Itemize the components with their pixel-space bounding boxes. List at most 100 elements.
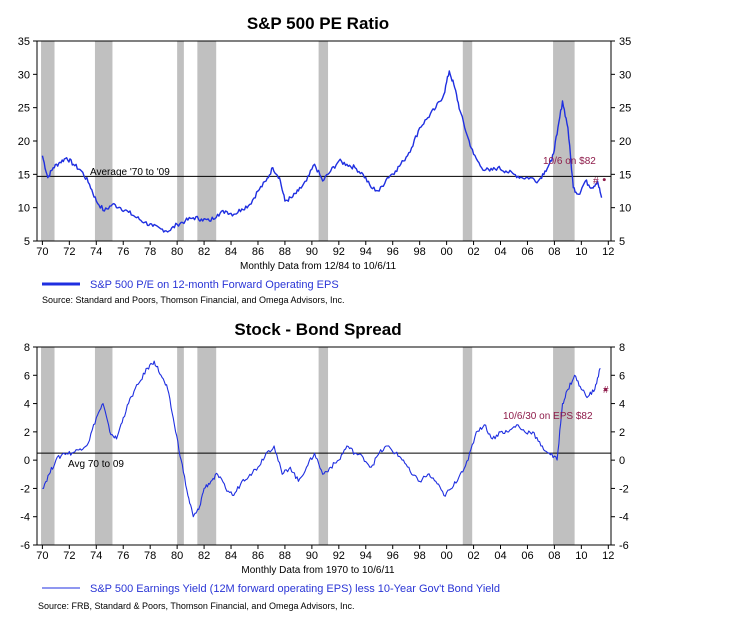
- pe-xtick-label-6: 82: [198, 246, 210, 258]
- spread-ytick-label-right-4: 2: [619, 427, 625, 439]
- spread-recession-band-5: [462, 347, 473, 545]
- spread-ytick-label-left-3: 0: [24, 455, 30, 467]
- pe-series-path-0: [41, 70, 603, 233]
- pe-xtick-label-5: 80: [171, 246, 183, 258]
- spread-point-dot: [604, 387, 608, 391]
- spread-xtick-label-15: 00: [440, 550, 452, 562]
- spread-ytick-label-right-3: 0: [619, 455, 625, 467]
- spread-chart-title: Stock - Bond Spread: [234, 320, 401, 339]
- spread-recession-band-2: [177, 347, 184, 545]
- pe-xtick-label-7: 84: [225, 246, 237, 258]
- spread-xtick-label-10: 90: [306, 550, 318, 562]
- spread-xtick-label-9: 88: [279, 550, 291, 562]
- pe-series-line: [41, 70, 606, 233]
- pe-xtick-label-10: 90: [306, 246, 318, 258]
- spread-recession-band-1: [94, 347, 113, 545]
- pe-xtick-label-8: 86: [252, 246, 264, 258]
- pe-ytick-label-right-3: 20: [619, 136, 631, 148]
- spread-axes: -6 -6-4 -4-2 -20 02 24 46 68 870 72 74 76 78 80 82 84 86…: [20, 342, 629, 562]
- pe-ytick-label-right-1: 10: [619, 203, 631, 215]
- pe-recession-band-4: [318, 41, 329, 241]
- spread-ytick-label-right-5: 4: [619, 399, 625, 411]
- spread-xtick-label-5: 80: [171, 550, 183, 562]
- spread-ytick-label-left-0: -6: [20, 540, 30, 552]
- spread-xtick-label-2: 74: [90, 550, 102, 562]
- pe-point-label: 10/6 on $82: [543, 156, 596, 167]
- pe-ytick-label-left-1: 10: [18, 203, 30, 215]
- spread-series-path-0: [42, 360, 601, 518]
- spread-x-label: Monthly Data from 1970 to 10/6/11: [241, 565, 395, 576]
- pe-ytick-label-right-5: 30: [619, 69, 631, 81]
- spread-xtick-label-20: 10: [575, 550, 587, 562]
- spread-xtick-label-13: 96: [387, 550, 399, 562]
- spread-xtick-label-8: 86: [252, 550, 264, 562]
- pe-legend-text: S&P 500 P/E on 12-month Forward Operatin…: [90, 279, 339, 291]
- spread-xtick-label-17: 04: [494, 550, 506, 562]
- pe-xtick-label-0: 70: [36, 246, 48, 258]
- pe-recession-bands: [41, 41, 575, 241]
- pe-ytick-label-left-3: 20: [18, 136, 30, 148]
- spread-ytick-label-right-6: 6: [619, 370, 625, 382]
- pe-recession-band-0: [41, 41, 55, 241]
- pe-xtick-label-1: 72: [63, 246, 75, 258]
- pe-axes: 5 5 10 10 15 15 20 20 25 25 30 30 35 35 70 72 74 76 78 80 82…: [18, 36, 632, 258]
- spread-point-marker: #: [603, 385, 609, 396]
- pe-ytick-label-left-5: 30: [18, 69, 30, 81]
- pe-recession-band-3: [197, 41, 217, 241]
- spread-ytick-label-right-0: -6: [619, 540, 629, 552]
- pe-ytick-label-left-4: 25: [18, 103, 30, 115]
- pe-chart-title: S&P 500 PE Ratio: [247, 14, 389, 33]
- spread-recession-band-6: [553, 347, 575, 545]
- spread-ytick-label-left-6: 6: [24, 370, 30, 382]
- pe-ytick-label-right-0: 5: [619, 236, 625, 248]
- pe-recession-band-5: [462, 41, 473, 241]
- stock-bond-spread-chart: Stock - Bond Spread -6 -6-4 -4-2 -20 02 24 46 6…: [20, 320, 629, 611]
- spread-xtick-label-1: 72: [63, 550, 75, 562]
- spread-xtick-label-7: 84: [225, 550, 237, 562]
- spread-ytick-label-right-7: 8: [619, 342, 625, 354]
- spread-xtick-label-12: 94: [360, 550, 372, 562]
- pe-recession-band-6: [553, 41, 575, 241]
- spread-ytick-label-left-1: -4: [20, 512, 30, 524]
- spread-xtick-label-14: 98: [414, 550, 426, 562]
- pe-ytick-label-right-2: 15: [619, 169, 631, 181]
- spread-xtick-label-4: 78: [144, 550, 156, 562]
- spread-recession-bands: [41, 347, 575, 545]
- pe-xtick-label-16: 02: [467, 246, 479, 258]
- pe-xtick-label-19: 08: [548, 246, 560, 258]
- spread-xtick-label-0: 70: [36, 550, 48, 562]
- pe-xtick-label-4: 78: [144, 246, 156, 258]
- spread-ytick-label-left-7: 8: [24, 342, 30, 354]
- pe-xtick-label-20: 10: [575, 246, 587, 258]
- pe-ytick-label-left-6: 35: [18, 36, 30, 48]
- spread-xtick-label-19: 08: [548, 550, 560, 562]
- pe-xtick-label-14: 98: [414, 246, 426, 258]
- spread-ytick-label-right-1: -4: [619, 512, 629, 524]
- spread-legend-text: S&P 500 Earnings Yield (12M forward oper…: [90, 583, 500, 595]
- pe-xtick-label-12: 94: [360, 246, 372, 258]
- pe-ytick-label-left-2: 15: [18, 169, 30, 181]
- spread-xtick-label-21: 12: [602, 550, 614, 562]
- spread-source: Source: FRB, Standard & Poors, Thomson F…: [38, 601, 355, 611]
- pe-xtick-label-9: 88: [279, 246, 291, 258]
- spread-recession-band-4: [318, 347, 329, 545]
- pe-point-dot: [602, 178, 606, 182]
- spread-xtick-label-16: 02: [467, 550, 479, 562]
- spread-recession-band-0: [41, 347, 55, 545]
- pe-xtick-label-21: 12: [602, 246, 614, 258]
- pe-ytick-label-right-4: 25: [619, 103, 631, 115]
- pe-ytick-label-left-0: 5: [24, 236, 30, 248]
- pe-ratio-chart: S&P 500 PE Ratio 5 5 10 10 15 15 20 20 25 25 30 30 3…: [18, 14, 632, 305]
- pe-recession-band-1: [94, 41, 113, 241]
- spread-ytick-label-right-2: -2: [619, 483, 629, 495]
- pe-recession-band-2: [177, 41, 184, 241]
- pe-xtick-label-13: 96: [387, 246, 399, 258]
- pe-source: Source: Standard and Poors, Thomson Fina…: [42, 295, 345, 305]
- pe-xtick-label-15: 00: [440, 246, 452, 258]
- pe-xtick-label-11: 92: [333, 246, 345, 258]
- spread-recession-band-3: [197, 347, 217, 545]
- spread-plot-frame: [36, 346, 612, 546]
- spread-xtick-label-6: 82: [198, 550, 210, 562]
- pe-xtick-label-18: 06: [521, 246, 533, 258]
